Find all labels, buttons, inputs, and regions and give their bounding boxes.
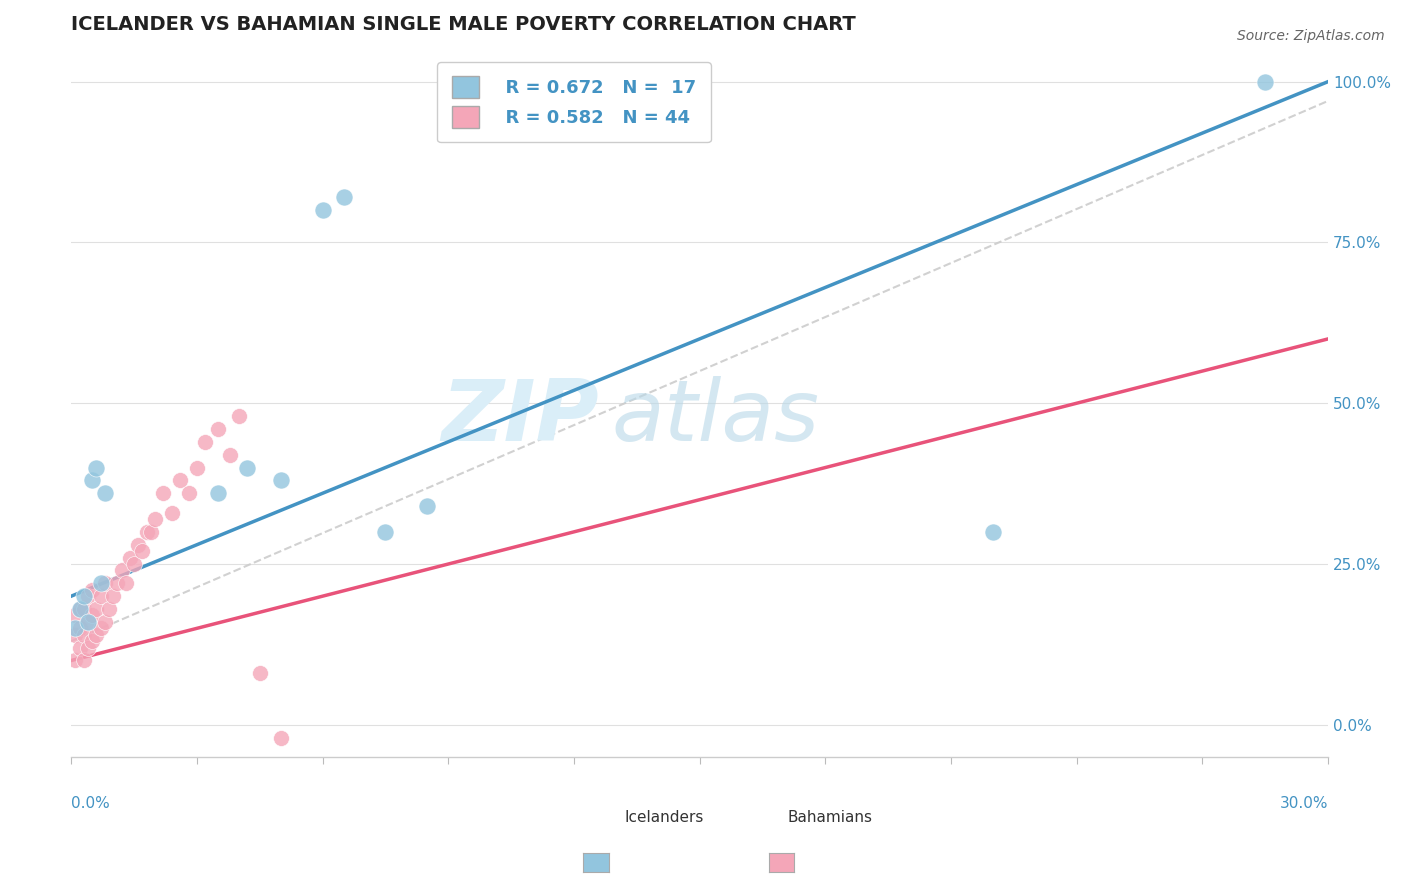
Text: Icelanders: Icelanders [624, 810, 703, 825]
Point [82, 582, 104, 597]
Point [416, 499, 439, 513]
Point [118, 550, 141, 565]
Text: 30.0%: 30.0% [1279, 796, 1329, 811]
Point [177, 486, 200, 500]
Text: 0.0%: 0.0% [72, 796, 110, 811]
Point [77, 640, 100, 655]
Point [73, 602, 96, 616]
Point [105, 576, 128, 591]
Point [114, 576, 136, 591]
Point [228, 409, 250, 423]
Point [77, 615, 100, 629]
Point [194, 434, 217, 449]
Point [94, 486, 117, 500]
Point [69, 640, 91, 655]
Point [69, 621, 91, 635]
Point [82, 608, 104, 623]
Point [90, 576, 112, 591]
Point [311, 203, 333, 218]
Point [169, 474, 191, 488]
Point [77, 615, 100, 629]
Point [236, 460, 259, 475]
Point [82, 474, 104, 488]
Point [86, 460, 108, 475]
Point [135, 524, 157, 539]
Point [86, 602, 108, 616]
Point [122, 557, 145, 571]
Point [65, 653, 87, 667]
Point [65, 608, 87, 623]
Point [69, 602, 91, 616]
Point [160, 506, 183, 520]
Point [90, 589, 112, 603]
Point [139, 524, 162, 539]
Point [270, 731, 292, 745]
Text: atlas: atlas [612, 376, 820, 458]
Point [143, 512, 166, 526]
Text: ICELANDER VS BAHAMIAN SINGLE MALE POVERTY CORRELATION CHART: ICELANDER VS BAHAMIAN SINGLE MALE POVERT… [72, 15, 856, 34]
Point [94, 576, 117, 591]
Point [73, 628, 96, 642]
Point [77, 589, 100, 603]
Point [332, 190, 354, 204]
Point [65, 628, 87, 642]
Point [207, 422, 229, 436]
Point [69, 602, 91, 616]
Point [101, 589, 124, 603]
Point [110, 564, 132, 578]
Point [94, 615, 117, 629]
Point [82, 634, 104, 648]
Point [86, 628, 108, 642]
Point [1254, 74, 1277, 88]
Point [270, 474, 292, 488]
Text: Source: ZipAtlas.com: Source: ZipAtlas.com [1237, 29, 1385, 43]
Legend:   R = 0.672   N =  17,   R = 0.582   N = 44: R = 0.672 N = 17, R = 0.582 N = 44 [437, 62, 711, 142]
Point [73, 589, 96, 603]
Point [127, 538, 149, 552]
Point [207, 486, 229, 500]
Point [97, 602, 120, 616]
Point [186, 460, 208, 475]
Point [131, 544, 153, 558]
Text: ZIP: ZIP [441, 376, 599, 458]
Point [219, 448, 242, 462]
Point [65, 621, 87, 635]
Point [374, 524, 396, 539]
Point [152, 486, 174, 500]
Point [249, 666, 271, 681]
Text: Bahamians: Bahamians [787, 810, 873, 825]
Point [90, 621, 112, 635]
Point [981, 524, 1004, 539]
Point [73, 653, 96, 667]
